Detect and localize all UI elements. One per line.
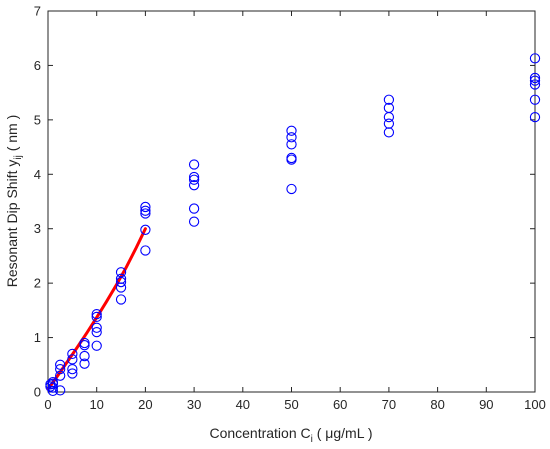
x-tick-label: 50 — [284, 397, 298, 412]
data-point — [140, 245, 151, 256]
x-tick-label: 30 — [187, 397, 201, 412]
data-point — [286, 139, 297, 150]
data-point — [188, 159, 200, 170]
x-tick-label: 10 — [89, 397, 103, 412]
data-point — [91, 311, 102, 323]
x-tick-label: 40 — [236, 397, 250, 412]
y-tick-label: 2 — [34, 276, 41, 291]
y-tick-label: 0 — [34, 385, 41, 400]
data-point — [47, 377, 59, 388]
data-point — [115, 273, 127, 284]
x-axis: 0 10 20 30 40 50 60 70 80 90 100 — [44, 11, 546, 412]
data-point — [383, 94, 395, 105]
data-point — [529, 94, 541, 105]
x-tick-label: 100 — [524, 397, 546, 412]
plot-area — [47, 10, 536, 393]
data-point — [140, 208, 151, 219]
x-axis-label-subscript: i — [311, 434, 313, 445]
data-point — [79, 350, 90, 362]
data-point — [91, 309, 102, 320]
x-tick-label: 0 — [44, 397, 51, 412]
y-axis-label-unit: ( nm ) — [4, 115, 20, 155]
data-point — [286, 183, 297, 195]
y-tick-label: 4 — [34, 167, 41, 182]
y-tick-label: 6 — [34, 58, 41, 73]
data-point — [55, 359, 66, 370]
y-tick-label: 7 — [34, 4, 41, 19]
data-point — [529, 72, 541, 84]
y-tick-label: 3 — [34, 221, 41, 236]
data-point — [188, 174, 200, 185]
y-axis-label-main: Resonant Dip Shift y — [4, 160, 20, 288]
y-tick-label: 5 — [34, 112, 41, 127]
data-point — [67, 363, 78, 375]
data-point — [67, 348, 78, 360]
data-point — [529, 75, 541, 86]
data-point — [79, 358, 90, 369]
x-axis-label: Concentration Ci ( μg/mL ) — [209, 425, 372, 445]
y-axis: 0 1 2 3 4 5 6 7 — [34, 4, 535, 400]
y-tick-label: 1 — [34, 330, 41, 345]
data-point — [140, 201, 151, 213]
data-point — [286, 132, 297, 143]
x-tick-label: 60 — [333, 397, 347, 412]
y-axis-label: Resonant Dip Shift yij ( nm ) — [4, 115, 24, 288]
data-point — [286, 152, 297, 164]
data-point — [91, 326, 102, 338]
data-point — [115, 267, 127, 278]
data-point — [188, 216, 200, 227]
data-points-layer — [45, 53, 541, 397]
data-point — [79, 337, 90, 349]
data-point — [55, 385, 66, 396]
data-point — [115, 276, 127, 288]
data-point — [529, 79, 541, 90]
x-axis-label-main: Concentration C — [209, 425, 310, 441]
x-tick-label: 90 — [479, 397, 493, 412]
data-point — [115, 294, 127, 305]
data-point — [188, 203, 200, 214]
data-point — [47, 382, 59, 393]
x-axis-label-unit: ( μg/mL ) — [313, 425, 373, 441]
data-point — [140, 205, 151, 216]
data-point — [188, 171, 200, 183]
y-axis-label-subscript: ij — [13, 155, 24, 159]
data-point — [67, 354, 78, 365]
data-point — [55, 363, 66, 375]
data-point — [286, 125, 297, 136]
x-tick-label: 80 — [430, 397, 444, 412]
data-point — [140, 224, 151, 235]
data-point — [55, 370, 66, 381]
x-tick-label: 20 — [138, 397, 152, 412]
data-point — [529, 111, 541, 123]
data-point — [67, 368, 78, 379]
data-point — [188, 180, 200, 191]
x-tick-label: 70 — [382, 397, 396, 412]
data-point — [529, 53, 541, 64]
data-point — [91, 340, 102, 351]
data-point — [383, 102, 395, 114]
data-point — [383, 118, 395, 129]
data-point — [91, 322, 102, 333]
